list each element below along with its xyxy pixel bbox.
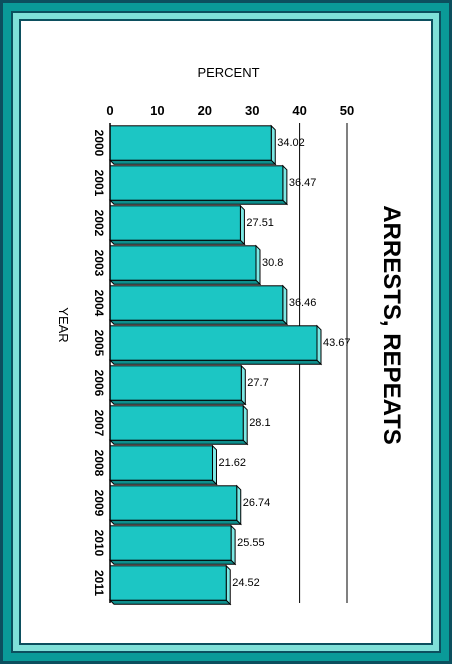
bar-side xyxy=(108,359,323,365)
bar-side xyxy=(108,519,242,525)
bar-top xyxy=(211,444,217,486)
bar-2009 xyxy=(108,484,242,526)
bar-top xyxy=(230,524,236,566)
x-tick-2011: 2011 xyxy=(92,570,106,596)
y-tick-40: 40 xyxy=(292,103,306,118)
x-tick-2003: 2003 xyxy=(92,250,106,277)
data-label-2004: 36.46 xyxy=(289,297,317,309)
x-tick-2009: 2009 xyxy=(92,490,106,517)
bar-front xyxy=(109,565,227,601)
bar-front xyxy=(109,445,213,481)
data-label-2002: 27.51 xyxy=(246,217,274,229)
bar-side xyxy=(108,279,262,285)
bar-top xyxy=(240,364,246,406)
bar-front xyxy=(109,245,257,281)
bar-chart: 34.02 36.47 27.51 30.8 36.46 43.67 27.7 28.1 21.… xyxy=(22,39,422,618)
y-tick-20: 20 xyxy=(198,103,212,118)
x-tick-2001: 2001 xyxy=(92,170,106,197)
bar-2005 xyxy=(108,324,323,366)
bar-side xyxy=(108,559,237,565)
x-tick-2006: 2006 xyxy=(92,370,106,397)
bar-top xyxy=(316,324,322,366)
bar-2008 xyxy=(108,444,218,486)
bar-2000 xyxy=(108,124,277,166)
bar-top xyxy=(270,124,276,166)
data-label-2003: 30.8 xyxy=(262,257,283,269)
bar-side xyxy=(108,399,247,405)
bar-front xyxy=(109,525,232,561)
bar-front xyxy=(109,365,242,401)
bar-2002 xyxy=(108,204,246,246)
bars-group xyxy=(108,124,323,606)
data-label-2008: 21.62 xyxy=(218,457,246,469)
data-label-2007: 28.1 xyxy=(249,417,270,429)
data-label-2011: 24.52 xyxy=(232,577,260,589)
data-label-2001: 36.47 xyxy=(289,177,317,189)
bar-side xyxy=(108,319,289,325)
data-label-2005: 43.67 xyxy=(323,337,351,349)
data-label-2009: 26.74 xyxy=(243,497,271,509)
bar-2001 xyxy=(108,164,289,206)
bar-2010 xyxy=(108,524,237,566)
x-tick-labels-group: 2000 2001 2002 2003 2004 2005 2006 2007 2008 2009… xyxy=(92,130,106,597)
x-tick-2007: 2007 xyxy=(92,410,106,437)
x-axis-label: YEAR xyxy=(56,307,71,342)
bar-front xyxy=(109,205,241,241)
bar-top xyxy=(225,564,231,606)
bar-top xyxy=(282,284,288,326)
bar-top xyxy=(236,484,242,526)
bar-top xyxy=(239,204,245,246)
x-tick-2008: 2008 xyxy=(92,450,106,477)
bar-top xyxy=(282,164,288,206)
bar-front xyxy=(109,485,238,521)
chart-area: 34.02 36.47 27.51 30.8 36.46 43.67 27.7 28.1 21.… xyxy=(22,39,422,618)
chart-title: ARRESTS, REPEATS xyxy=(378,205,405,445)
bar-2006 xyxy=(108,364,247,406)
bar-2003 xyxy=(108,244,262,286)
bar-side xyxy=(108,479,218,485)
y-tick-labels-group: 0 10 20 30 40 50 xyxy=(106,103,354,118)
bar-front xyxy=(109,405,244,441)
bar-side xyxy=(108,199,289,205)
y-tick-0: 0 xyxy=(106,103,113,118)
bar-side xyxy=(108,439,249,445)
y-axis-label: PERCENT xyxy=(197,65,259,80)
y-tick-30: 30 xyxy=(245,103,259,118)
bar-front xyxy=(109,285,284,321)
bar-front xyxy=(109,325,318,361)
x-tick-2002: 2002 xyxy=(92,210,106,237)
data-label-2010: 25.55 xyxy=(237,537,265,549)
y-tick-10: 10 xyxy=(150,103,164,118)
bar-2004 xyxy=(108,284,289,326)
bar-side xyxy=(108,599,232,605)
bar-front xyxy=(109,165,284,201)
y-tick-50: 50 xyxy=(340,103,354,118)
bar-side xyxy=(108,159,277,165)
x-tick-2000: 2000 xyxy=(92,130,106,157)
bar-2007 xyxy=(108,404,249,446)
bar-top xyxy=(242,404,248,446)
data-label-2006: 27.7 xyxy=(247,377,268,389)
x-tick-2010: 2010 xyxy=(92,530,106,557)
bar-2011 xyxy=(108,564,232,606)
bar-side xyxy=(108,239,246,245)
data-label-2000: 34.02 xyxy=(277,137,305,149)
x-tick-2005: 2005 xyxy=(92,330,106,357)
x-tick-2004: 2004 xyxy=(92,290,106,317)
bar-front xyxy=(109,125,272,161)
data-labels-group: 34.02 36.47 27.51 30.8 36.46 43.67 27.7 28.1 21.… xyxy=(218,137,350,589)
bar-top xyxy=(255,244,261,286)
